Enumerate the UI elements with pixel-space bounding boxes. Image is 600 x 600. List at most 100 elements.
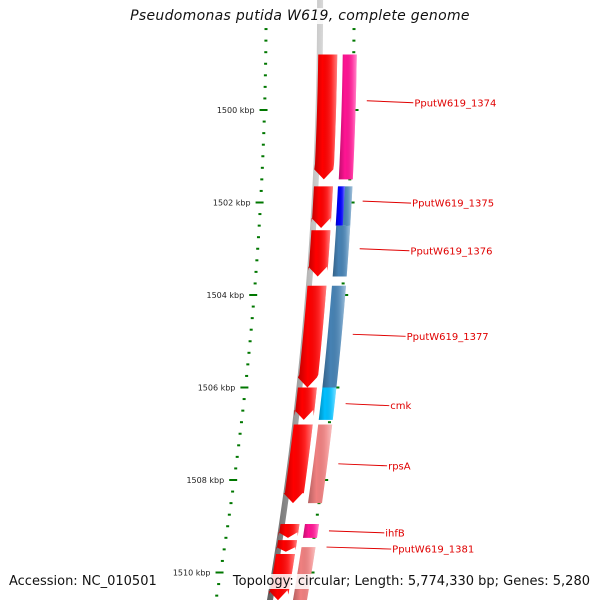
tick-label: 1502 kbp bbox=[213, 199, 251, 208]
minor-tick-left bbox=[262, 120, 266, 123]
minor-tick-left bbox=[259, 189, 263, 192]
gene-block-PputW619_1374-shade bbox=[338, 54, 357, 180]
major-tick-left bbox=[259, 109, 268, 111]
minor-tick-left bbox=[226, 525, 230, 528]
minor-tick-left bbox=[215, 594, 219, 597]
inner-cds-3 bbox=[297, 285, 327, 388]
minor-tick-left bbox=[264, 62, 268, 65]
gene-label-PputW619_1377: PputW619_1377 bbox=[407, 332, 489, 343]
major-tick-left bbox=[229, 479, 238, 481]
inner-cds-6-shade bbox=[278, 523, 300, 538]
genome-backbone bbox=[267, 0, 324, 600]
gene-labels-layer: PputW619_1374 PputW619_1375 PputW619_1376 P… bbox=[326, 98, 496, 556]
map-title: Pseudomonas putida W619, complete genome bbox=[128, 8, 472, 24]
minor-tick-left bbox=[227, 513, 231, 516]
minor-tick-left bbox=[254, 270, 258, 273]
major-tick-left bbox=[215, 571, 224, 574]
minor-tick-left bbox=[261, 143, 265, 146]
major-tick-left bbox=[255, 201, 264, 204]
outer-gene-track bbox=[292, 54, 357, 600]
inner-cds-6 bbox=[278, 523, 300, 538]
gene-block-rpsA-shade bbox=[307, 424, 333, 504]
minor-tick-right bbox=[352, 51, 356, 54]
gene-label-PputW619_1374: PputW619_1374 bbox=[414, 98, 496, 109]
minor-tick-left bbox=[257, 224, 261, 227]
gene-block-PputW619_1376-shade bbox=[332, 225, 351, 277]
inner-cds-2 bbox=[308, 230, 331, 277]
inner-cds-7-shade bbox=[276, 540, 298, 552]
gene-block-ihfB-shade bbox=[302, 523, 319, 538]
leader-line-cmk bbox=[345, 403, 390, 407]
gene-block-PputW619_1376 bbox=[332, 225, 351, 277]
map-title-container: Pseudomonas putida W619, complete genome bbox=[0, 8, 600, 24]
inner-cds-4 bbox=[294, 387, 317, 420]
minor-tick-left bbox=[246, 363, 250, 366]
minor-tick-left bbox=[260, 178, 264, 181]
inner-cds-2-shade bbox=[308, 230, 331, 277]
minor-tick-left bbox=[262, 132, 266, 135]
minor-tick-left bbox=[264, 51, 268, 54]
minor-tick-left bbox=[251, 305, 255, 308]
major-tick-left bbox=[249, 294, 258, 296]
minor-tick-left bbox=[242, 398, 246, 401]
gene-block-cmk-shade bbox=[318, 387, 337, 420]
minor-tick-left bbox=[239, 421, 243, 424]
gene-block-PputW619_1375-core-shade bbox=[335, 186, 345, 226]
minor-tick-left bbox=[238, 432, 242, 435]
minor-tick-right bbox=[315, 513, 319, 516]
inner-cds-3-shade bbox=[297, 285, 327, 388]
accession-text: Accession: NC_010501 bbox=[9, 574, 157, 589]
tick-label: 1500 kbp bbox=[217, 106, 255, 115]
inner-cds-1-shade bbox=[311, 186, 333, 228]
minor-tick-right bbox=[352, 39, 356, 42]
minor-tick-left bbox=[217, 583, 221, 586]
inner-cds-5 bbox=[283, 424, 313, 504]
minor-tick-left bbox=[264, 39, 268, 42]
backbone-layer bbox=[267, 0, 324, 600]
minor-tick-left bbox=[263, 74, 267, 77]
minor-tick-left bbox=[250, 317, 254, 320]
minor-tick-left bbox=[241, 409, 245, 412]
leader-line-PputW619_1374 bbox=[366, 100, 414, 104]
minor-tick-left bbox=[235, 455, 239, 458]
minor-tick-left bbox=[222, 548, 226, 551]
gene-label-PputW619_1376: PputW619_1376 bbox=[410, 246, 492, 257]
minor-tick-left bbox=[231, 490, 235, 493]
gene-label-ihfB: ihfB bbox=[385, 528, 405, 539]
minor-tick-left bbox=[255, 259, 259, 262]
minor-tick-left bbox=[248, 340, 252, 343]
minor-tick-left bbox=[258, 213, 262, 216]
minor-tick-left bbox=[260, 166, 264, 169]
tick-label: 1508 kbp bbox=[186, 476, 224, 485]
major-tick-left bbox=[240, 386, 249, 389]
gene-block-cmk bbox=[318, 387, 337, 420]
inner-cds-4-shade bbox=[294, 387, 317, 420]
minor-tick-right bbox=[341, 282, 345, 285]
tick-label: 1510 kbp bbox=[173, 569, 211, 578]
gene-block-rpsA bbox=[307, 424, 333, 504]
inner-cds-0 bbox=[314, 54, 338, 180]
gene-label-PputW619_1375: PputW619_1375 bbox=[412, 199, 494, 210]
tick-label: 1504 kbp bbox=[206, 291, 244, 300]
minor-tick-left bbox=[249, 328, 253, 331]
gene-label-rpsA: rpsA bbox=[388, 461, 411, 472]
genome-summary-text: Topology: circular; Length: 5,774,330 bp… bbox=[230, 574, 590, 589]
minor-tick-left bbox=[263, 85, 267, 88]
minor-tick-right bbox=[352, 28, 356, 31]
minor-tick-left bbox=[253, 282, 257, 285]
minor-tick-left bbox=[256, 236, 260, 239]
minor-tick-left bbox=[229, 502, 233, 505]
minor-tick-left bbox=[224, 536, 228, 539]
gene-block-PputW619_1377-shade bbox=[322, 285, 346, 388]
inner-cds-7 bbox=[276, 540, 298, 552]
tick-label: 1506 kbp bbox=[198, 384, 236, 393]
minor-tick-left bbox=[220, 559, 224, 562]
gene-block-ihfB bbox=[302, 523, 319, 538]
leader-line-PputW619_1376 bbox=[359, 248, 410, 252]
minor-tick-left bbox=[261, 155, 265, 158]
leader-line-PputW619_1381 bbox=[326, 546, 392, 550]
minor-tick-left bbox=[247, 351, 251, 354]
minor-tick-right bbox=[327, 421, 331, 424]
minor-tick-left bbox=[264, 28, 268, 31]
